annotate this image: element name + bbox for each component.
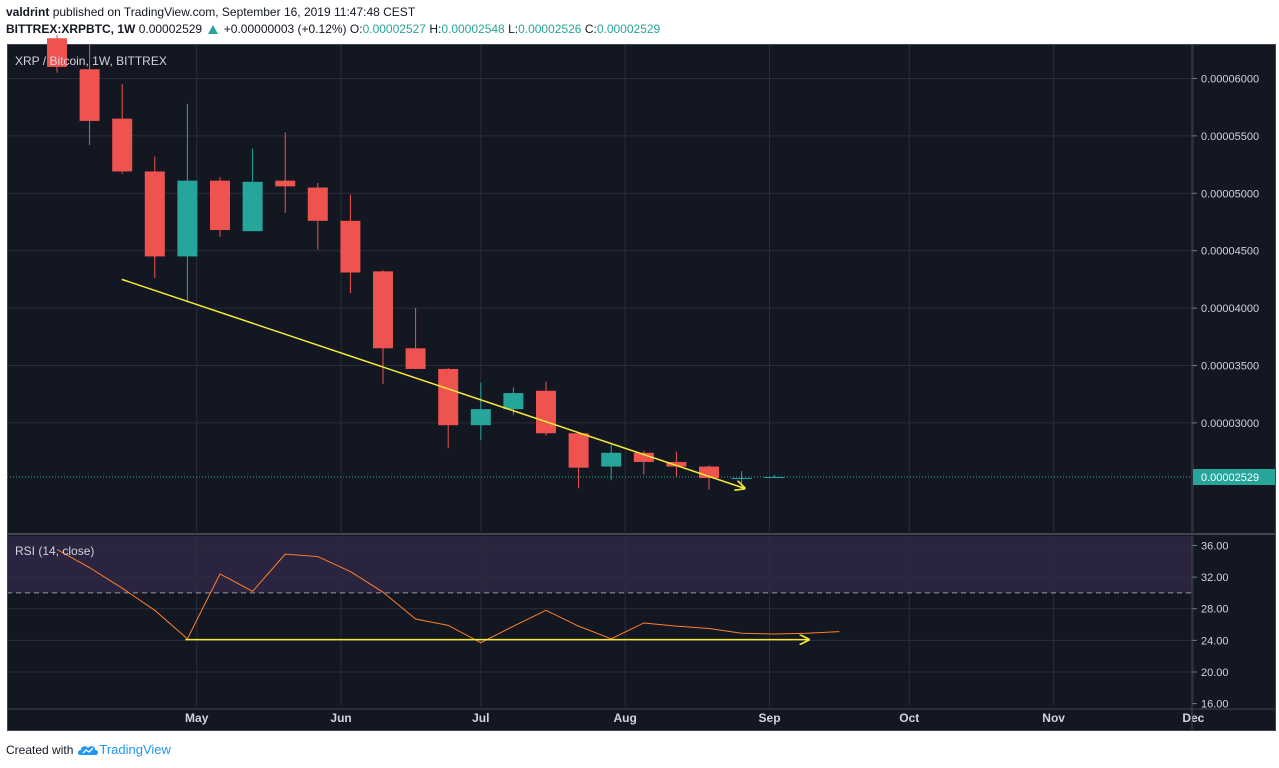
time-axis-label: May: [185, 711, 209, 725]
up-arrow-icon: [208, 25, 219, 34]
symbol-name: BITTREX:XRPBTC, 1W: [6, 22, 136, 36]
close-value: 0.00002529: [596, 22, 661, 36]
publish-info: valdrint published on TradingView.com, S…: [6, 5, 415, 19]
price-trendline: [121, 278, 745, 488]
candle-body: [601, 452, 622, 467]
candle-body: [242, 181, 263, 232]
rsi-axis-label: 16.00: [1201, 699, 1229, 711]
price-axis-label: 0.00003000: [1201, 418, 1259, 430]
price-axis-label: 0.00004000: [1201, 303, 1259, 315]
candle-body: [536, 390, 556, 434]
tradingview-cloud-icon: [78, 745, 99, 755]
current-price-label: 0.00002529: [1201, 472, 1259, 484]
chart-background: [7, 44, 1276, 731]
time-axis-label: Jun: [330, 711, 351, 725]
time-axis-label: Jul: [472, 711, 489, 725]
rsi-line: [56, 549, 840, 644]
rsi-pane-title: RSI (14, close): [15, 544, 94, 558]
candle-body: [699, 466, 719, 479]
candle-body: [373, 271, 393, 349]
candles: [47, 34, 785, 490]
price-axis-label: 0.00003500: [1201, 361, 1259, 373]
rsi-axis-label: 20.00: [1201, 667, 1229, 679]
high-value: 0.00002548: [441, 22, 505, 36]
candle-body: [438, 368, 459, 426]
price-axis-label: 0.00005000: [1201, 188, 1259, 200]
rsi-axis-label: 24.00: [1201, 635, 1229, 647]
last-price: 0.00002529: [138, 22, 203, 36]
time-axis-label: Sep: [759, 711, 781, 725]
close-label: C:: [584, 22, 597, 36]
time-axis-label: Dec: [1182, 711, 1204, 725]
candle-body: [340, 220, 361, 273]
candle-body: [112, 118, 133, 172]
tradingview-brand: TradingView: [99, 742, 171, 757]
price-change: +0.00000003 (+0.12%): [223, 22, 347, 36]
candle-body: [470, 409, 491, 426]
price-axis-label: 0.00005500: [1201, 131, 1259, 143]
time-axis-label: Nov: [1042, 711, 1065, 725]
open-value: 0.00002527: [362, 22, 426, 36]
candle-body: [731, 478, 752, 480]
current-price-tag: [1193, 468, 1275, 485]
candle-body: [144, 171, 165, 257]
time-axis-label: Aug: [614, 711, 637, 725]
rsi-axis-label: 36.00: [1201, 540, 1229, 552]
candle-body: [307, 187, 328, 221]
rsi-oversold-zone: [7, 536, 1192, 593]
candle-body: [633, 452, 654, 462]
price-pane-title: XRP / Bitcoin, 1W, BITTREX: [15, 54, 167, 68]
candle-body: [275, 180, 296, 187]
candle-body: [79, 69, 100, 121]
tradingview-logo[interactable]: TradingView: [77, 742, 171, 757]
high-label: H:: [429, 22, 442, 36]
rsi-axis-label: 32.00: [1201, 572, 1229, 584]
candle-body: [568, 433, 589, 468]
price-axis-label: 0.00006000: [1201, 73, 1259, 85]
candle-body: [666, 461, 687, 467]
price-axis-label: 0.00004500: [1201, 246, 1259, 258]
chart-frame: [7, 44, 1276, 731]
candle-body: [503, 393, 524, 410]
published-text: published on TradingView.com, September …: [52, 5, 416, 19]
candle-body: [764, 476, 785, 478]
candle-body: [47, 38, 67, 67]
rsi-axis-label: 28.00: [1201, 604, 1229, 616]
low-label: L:: [508, 22, 519, 36]
created-with-text: Created with: [6, 742, 74, 757]
time-axis-label: Oct: [899, 711, 919, 725]
candle-body: [210, 180, 230, 231]
open-label: O:: [349, 22, 363, 36]
author-name[interactable]: valdrint: [6, 5, 50, 19]
low-value: 0.00002526: [518, 22, 582, 36]
footer: Created with TradingView: [6, 742, 171, 757]
symbol-info: BITTREX:XRPBTC, 1W 0.00002529 +0.0000000…: [6, 22, 660, 36]
candle-body: [405, 348, 426, 369]
candle-body: [177, 180, 198, 257]
